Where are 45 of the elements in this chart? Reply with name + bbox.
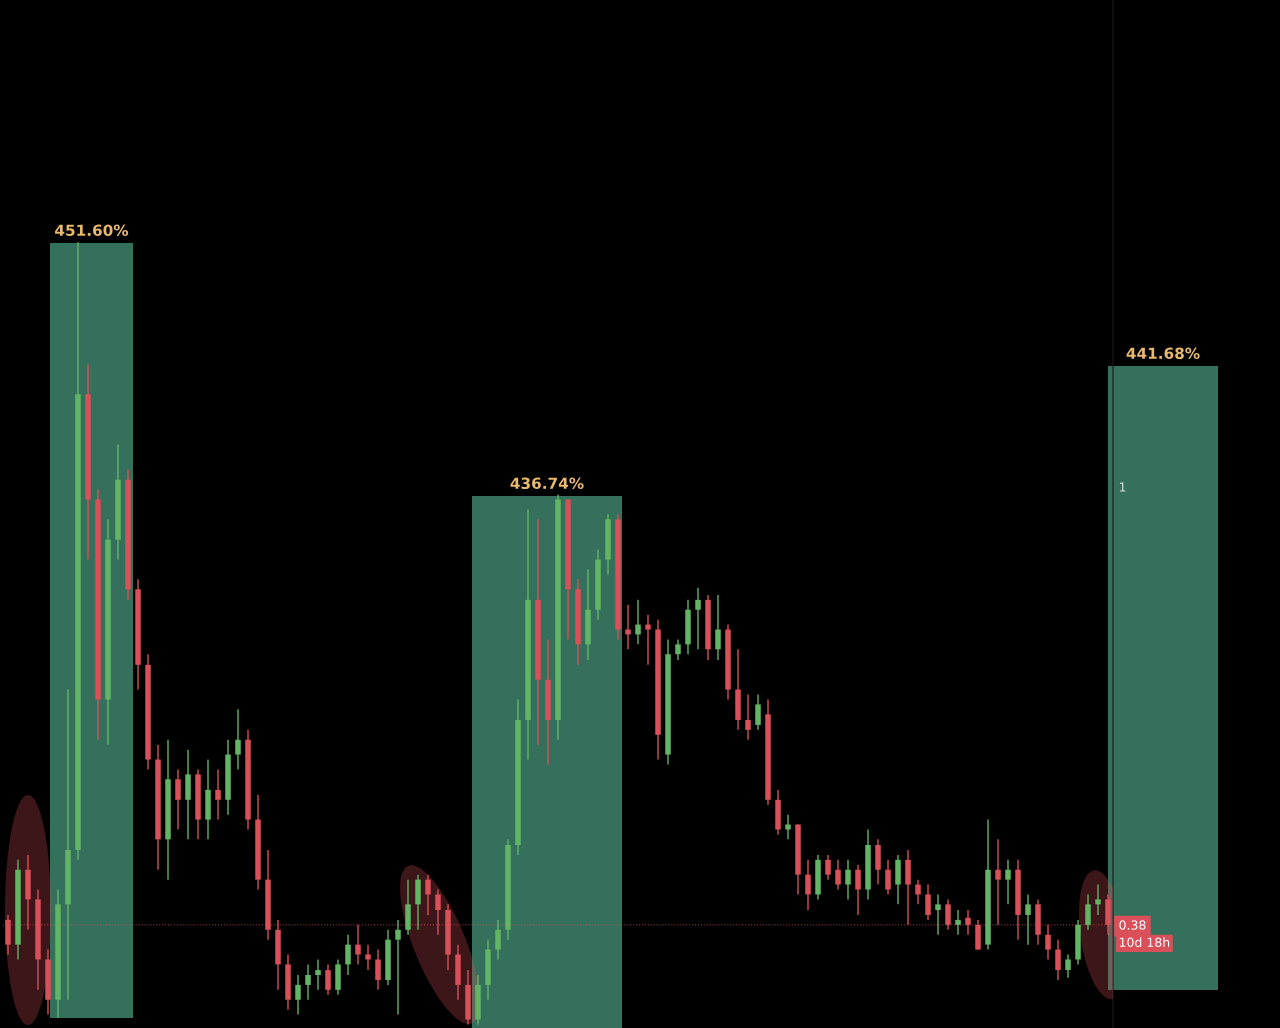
y-tick-label: 0.38 <box>1119 920 1146 930</box>
candlestick <box>1025 893 1031 946</box>
candlestick <box>345 934 351 976</box>
candlestick <box>945 898 951 931</box>
candlestick <box>355 924 361 966</box>
candlestick <box>935 893 941 936</box>
candlestick <box>695 587 701 650</box>
annotation: 436.74% <box>510 477 584 490</box>
candlestick <box>915 878 921 906</box>
candlestick <box>635 599 641 646</box>
candlestick <box>835 859 841 891</box>
candlestick <box>1065 953 1071 979</box>
candlestick <box>395 919 401 1016</box>
candlestick <box>955 909 961 936</box>
candlestick <box>845 859 851 901</box>
candlestick <box>325 963 331 996</box>
candlestick <box>1055 938 1061 981</box>
candlestick <box>825 854 831 881</box>
candlestick <box>495 919 501 961</box>
candlestick <box>175 768 181 831</box>
text: 10d 18h <box>1119 937 1170 948</box>
candlestick <box>1085 893 1091 931</box>
candlestick <box>755 693 761 731</box>
text: 441.68% <box>1126 347 1200 360</box>
candlestick <box>375 948 381 991</box>
candlestick <box>645 613 651 666</box>
candlestick <box>1045 924 1051 961</box>
candlestick <box>1095 883 1101 916</box>
candlestick <box>805 859 811 911</box>
candlestick <box>675 638 681 661</box>
candlestick <box>925 883 931 921</box>
annotation: 451.60% <box>55 224 129 237</box>
candlestick <box>295 974 301 1016</box>
candlestick <box>965 909 971 936</box>
candlestick <box>745 693 751 741</box>
candlestick <box>995 838 1001 926</box>
candlestick <box>885 859 891 896</box>
candlestick <box>235 708 241 771</box>
candlestick <box>315 958 321 991</box>
candlestick <box>715 594 721 661</box>
y-tick-label: 1 <box>1119 482 1126 492</box>
candlestick <box>305 963 311 1001</box>
candlestick <box>215 768 221 821</box>
candlestick <box>855 864 861 916</box>
candlestick <box>1005 859 1011 906</box>
